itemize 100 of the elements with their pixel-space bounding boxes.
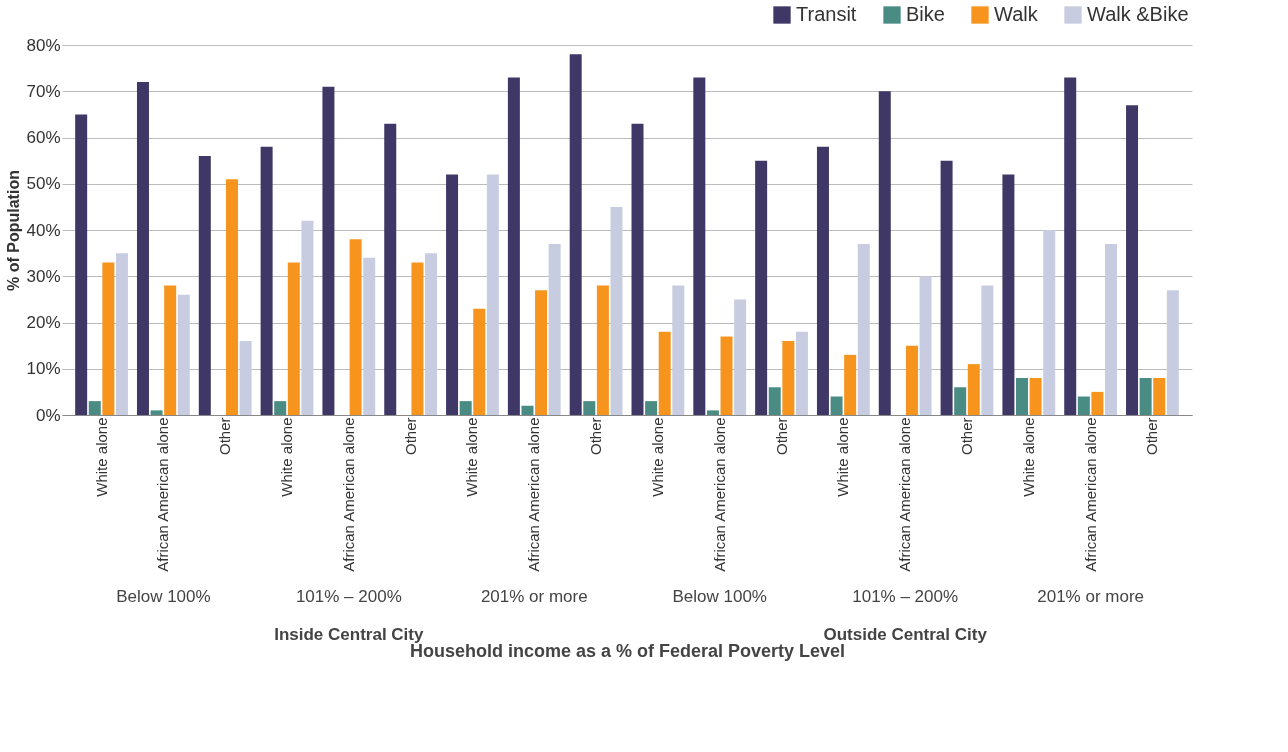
legend-label: Walk — [994, 3, 1039, 25]
bar — [225, 179, 238, 415]
bar — [322, 86, 335, 415]
bar — [905, 345, 918, 415]
bar — [363, 257, 376, 415]
x-tick-label: Other — [957, 417, 975, 456]
bar — [1029, 378, 1042, 415]
text: 201% or more — [480, 587, 588, 606]
bar — [844, 354, 857, 415]
bar — [720, 336, 733, 415]
x-tick-label: African American alone — [339, 417, 357, 572]
text: Below 100% — [116, 587, 211, 606]
bar — [75, 114, 88, 415]
bar — [411, 262, 424, 415]
x-tick-label: White alone — [278, 417, 296, 497]
bar — [1126, 105, 1139, 415]
bar — [287, 262, 300, 415]
bar — [816, 146, 829, 415]
bar — [425, 253, 438, 415]
text: 101% – 200% — [295, 587, 402, 606]
bar — [734, 299, 747, 415]
bar — [521, 405, 534, 415]
x-tick-label: White alone — [1019, 417, 1037, 497]
bar — [1016, 378, 1029, 415]
bar — [349, 239, 362, 415]
bar — [857, 243, 870, 415]
legend-label: Bike — [906, 3, 945, 25]
y-tick-label: 10% — [26, 359, 61, 379]
y-tick-label: 30% — [26, 266, 61, 286]
text: Outside Central City — [823, 625, 988, 644]
bar — [755, 160, 768, 415]
bar — [1105, 243, 1118, 415]
bar — [198, 156, 211, 415]
bar — [1166, 290, 1179, 415]
x-tick-label: African American alone — [154, 417, 172, 572]
bar — [239, 341, 252, 415]
bar — [88, 401, 101, 415]
bar — [1077, 396, 1090, 415]
bar — [583, 401, 596, 415]
bar — [260, 146, 273, 415]
bar — [507, 77, 520, 415]
legend-label: Walk &Bike — [1087, 3, 1189, 25]
bar — [981, 285, 994, 415]
y-tick-label: 40% — [26, 220, 61, 240]
x-tick-label: Other — [401, 417, 419, 456]
bar — [672, 285, 685, 415]
bar — [1002, 174, 1015, 415]
y-tick-label: 0% — [35, 405, 61, 425]
text: 201% or more — [1037, 587, 1145, 606]
bar — [115, 253, 128, 415]
bar — [830, 396, 843, 415]
bar — [693, 77, 706, 415]
bar — [274, 401, 287, 415]
bar — [919, 276, 932, 415]
bar — [459, 401, 472, 415]
x-tick-label: African American alone — [896, 417, 914, 572]
bar — [610, 206, 623, 415]
x-tick-label: African American alone — [525, 417, 543, 572]
x-tick-label: White alone — [92, 417, 110, 497]
bar — [548, 243, 561, 415]
bar — [473, 308, 486, 415]
bar — [940, 160, 953, 415]
bar — [150, 410, 163, 415]
x-tick-label: Other — [1143, 417, 1161, 456]
bar — [1091, 391, 1104, 415]
y-tick-label: 80% — [26, 35, 61, 55]
bar — [1153, 378, 1166, 415]
y-tick-label: 50% — [26, 174, 61, 194]
bar — [795, 331, 808, 415]
x-tick-label: Other — [587, 417, 605, 456]
x-tick-label: African American alone — [710, 417, 728, 572]
text: 101% – 200% — [852, 587, 959, 606]
bar — [164, 285, 177, 415]
x-tick-label: Other — [772, 417, 790, 456]
x-tick-label: White alone — [648, 417, 666, 497]
bar — [967, 364, 980, 415]
bar — [768, 387, 781, 415]
legend-label: Transit — [796, 3, 857, 25]
x-tick-label: White alone — [834, 417, 852, 497]
bar — [535, 290, 548, 415]
y-axis-title: % of Population — [5, 170, 23, 291]
bar — [384, 123, 397, 415]
bar — [954, 387, 967, 415]
bar — [136, 82, 149, 415]
y-tick-label: 70% — [26, 81, 61, 101]
bar — [486, 174, 499, 415]
bar — [301, 220, 314, 415]
text: Below 100% — [672, 587, 767, 606]
y-tick-label: 60% — [26, 128, 61, 147]
bar — [706, 410, 719, 415]
bar — [782, 341, 795, 415]
bar — [596, 285, 609, 415]
x-tick-label: African American alone — [1081, 417, 1099, 572]
x-tick-label: White alone — [463, 417, 481, 497]
bar — [878, 91, 891, 415]
bar — [645, 401, 658, 415]
bar — [1064, 77, 1077, 415]
bar — [177, 294, 190, 415]
x-tick-label: Other — [216, 417, 234, 456]
bar — [658, 331, 671, 415]
